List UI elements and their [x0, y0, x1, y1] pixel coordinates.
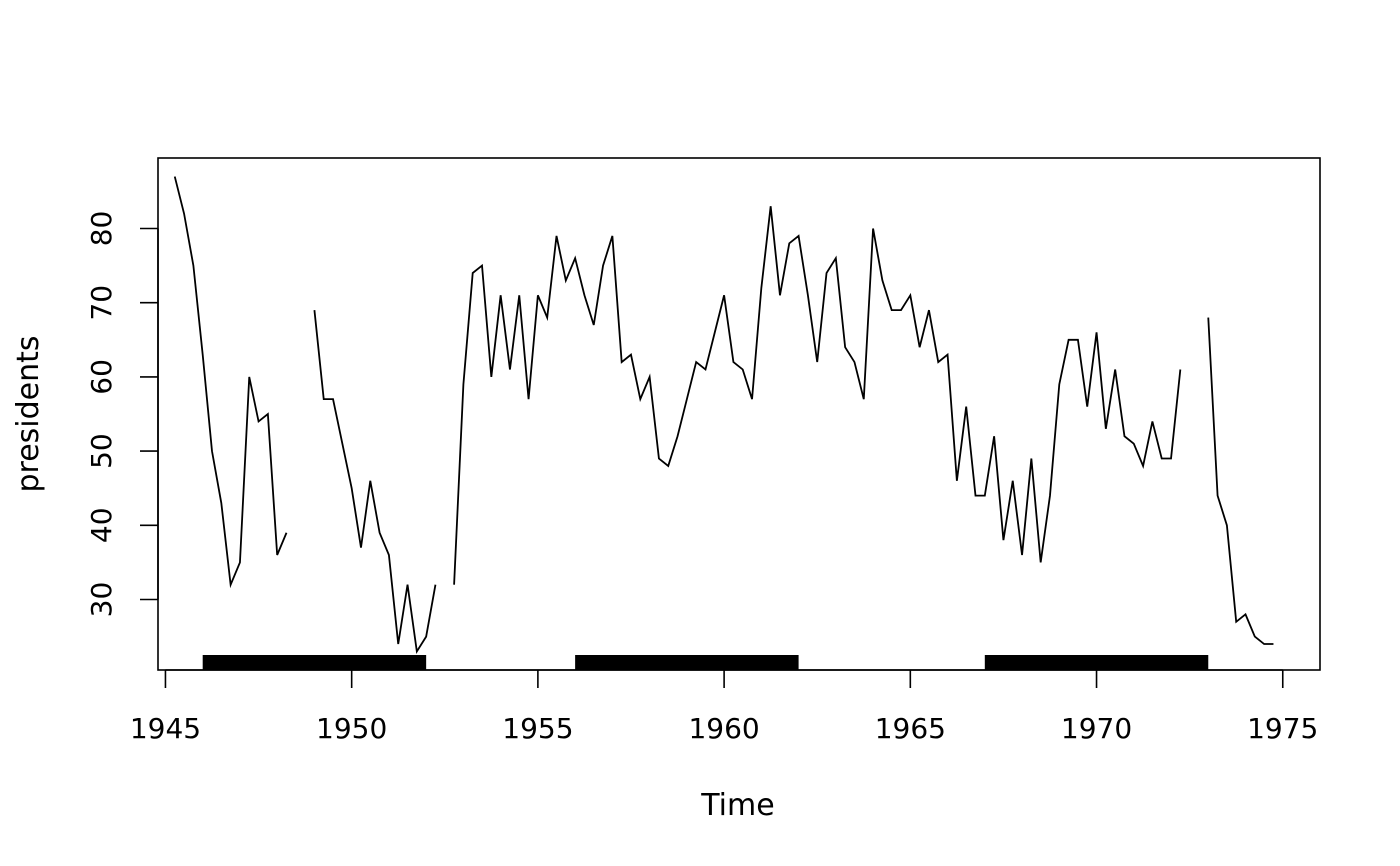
y-axis: 30 40 50 60 70 80 [85, 211, 159, 618]
series-line-segment-2 [313, 310, 437, 655]
plot-frame [157, 157, 1321, 671]
x-tick-label: 1955 [502, 712, 573, 745]
x-tick-label: 1965 [875, 712, 946, 745]
band-layer [202, 655, 1209, 670]
y-tick-label: 60 [85, 359, 118, 395]
x-tick-label: 1970 [1061, 712, 1132, 745]
y-tick-label: 70 [85, 285, 118, 321]
x-axis: 1945 1950 1955 1960 1965 1970 1975 [130, 669, 1318, 745]
series-line-segment-4 [1207, 317, 1274, 645]
band-bar-2 [575, 655, 799, 670]
band-bar-3 [984, 655, 1209, 670]
series-line-segment-1 [173, 176, 288, 589]
band-bar-1 [202, 655, 427, 670]
y-tick-label: 80 [85, 211, 118, 247]
x-tick-label: 1950 [316, 712, 387, 745]
x-axis-title: Time [700, 788, 774, 823]
x-tick-label: 1960 [688, 712, 759, 745]
y-axis-title: presidents [11, 335, 46, 492]
series-line-segment-3 [453, 206, 1182, 585]
y-tick-label: 30 [85, 582, 118, 618]
x-tick-label: 1945 [130, 712, 201, 745]
y-tick-label: 40 [85, 507, 118, 543]
x-tick-label: 1975 [1247, 712, 1318, 745]
y-tick-label: 50 [85, 433, 118, 469]
series-layer [173, 176, 1274, 655]
